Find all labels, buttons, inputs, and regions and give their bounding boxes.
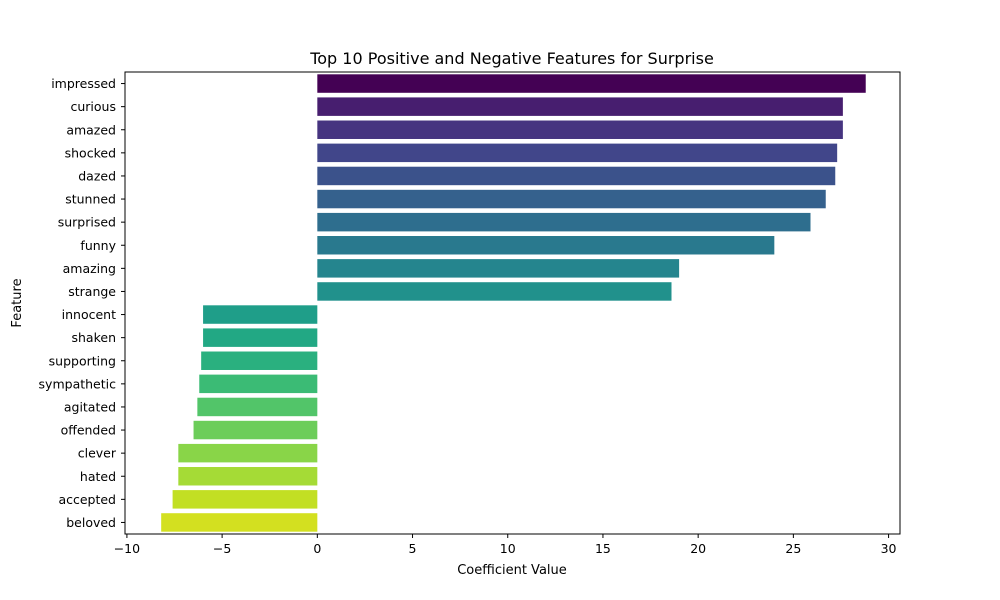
- y-tick-label: beloved: [66, 515, 116, 530]
- x-tick-label: 5: [409, 541, 417, 556]
- bar-beloved: [161, 513, 318, 532]
- bar-offended: [193, 420, 318, 440]
- bar-sympathetic: [199, 374, 318, 394]
- y-axis-label: Feature: [10, 278, 25, 327]
- y-tick-label: stunned: [65, 192, 116, 207]
- y-tick-label: curious: [71, 99, 117, 114]
- chart-title: Top 10 Positive and Negative Features fo…: [309, 49, 714, 68]
- y-tick-label: strange: [68, 284, 116, 299]
- bar-amazed: [317, 120, 843, 139]
- bar-impressed: [317, 74, 866, 93]
- x-tick-label: 15: [595, 541, 611, 556]
- x-tick-label: −10: [114, 541, 140, 556]
- y-tick-label: offended: [61, 423, 116, 438]
- x-tick-label: 25: [785, 541, 801, 556]
- y-axis-ticks: impressed curious amazed shocked dazed stunne…: [39, 76, 125, 530]
- x-tick-label: 30: [881, 541, 897, 556]
- bar-curious: [317, 97, 843, 116]
- bar-funny: [317, 236, 775, 255]
- y-tick-label: impressed: [51, 76, 116, 91]
- bar-stunned: [317, 189, 826, 209]
- y-tick-label: accepted: [58, 492, 116, 507]
- x-axis-label: Coefficient Value: [457, 563, 567, 578]
- y-tick-label: innocent: [62, 307, 116, 322]
- y-tick-label: shaken: [71, 330, 116, 345]
- y-tick-label: clever: [78, 446, 117, 461]
- x-tick-label: −5: [213, 541, 231, 556]
- bar-agitated: [197, 397, 318, 417]
- bar-shocked: [317, 143, 838, 163]
- bar-accepted: [172, 490, 318, 509]
- y-tick-label: dazed: [78, 168, 116, 183]
- bar-clever: [178, 443, 318, 463]
- bar-dazed: [317, 166, 836, 186]
- bar-surprised: [317, 212, 811, 232]
- y-tick-label: shocked: [65, 145, 116, 160]
- bar-hated: [178, 467, 318, 486]
- y-tick-label: funny: [80, 238, 116, 253]
- bar-amazing: [317, 259, 680, 278]
- bar-shaken: [203, 328, 318, 347]
- y-tick-label: surprised: [58, 215, 116, 230]
- bars-group: [161, 74, 866, 532]
- y-tick-label: agitated: [64, 399, 116, 414]
- bar-innocent: [203, 305, 318, 324]
- bar-supporting: [201, 351, 318, 370]
- x-tick-label: 10: [500, 541, 516, 556]
- x-tick-label: 0: [313, 541, 321, 556]
- y-tick-label: amazed: [66, 122, 116, 137]
- y-tick-label: amazing: [63, 261, 116, 276]
- y-tick-label: hated: [80, 469, 116, 484]
- y-tick-label: sympathetic: [39, 376, 117, 391]
- bar-strange: [317, 282, 672, 301]
- plot-frame: [124, 71, 901, 535]
- x-tick-label: 20: [690, 541, 706, 556]
- y-tick-label: supporting: [49, 353, 116, 368]
- x-axis-ticks: −10 −5 0 5 10 15 20 25 30: [114, 534, 897, 556]
